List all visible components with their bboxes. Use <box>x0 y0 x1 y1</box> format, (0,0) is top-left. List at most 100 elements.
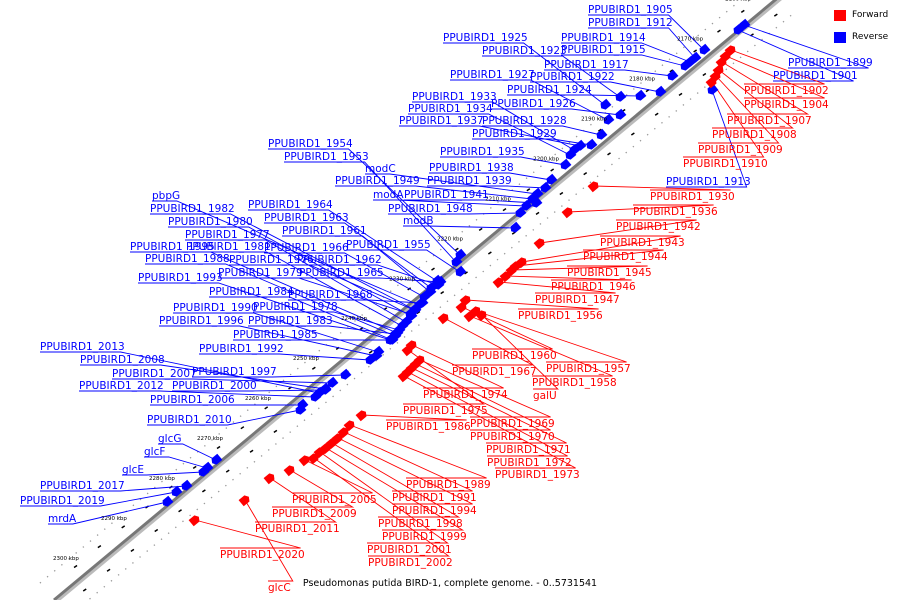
gene-label: PPUBIRD1_1980 <box>168 216 253 228</box>
leader-line <box>725 55 825 99</box>
reverse-gene-arrow <box>310 390 322 402</box>
leader-line <box>313 457 450 557</box>
leader-line <box>505 275 632 281</box>
strand-marker <box>264 406 269 410</box>
gene-label: PPUBIRD1_1936 <box>633 206 718 218</box>
gene-label: PPUBIRD1_1960 <box>472 350 557 362</box>
gene-label: PPUBIRD1_1971 <box>486 444 571 456</box>
gene-label: PPUBIRD1_2005 <box>292 494 377 506</box>
tick-label: 2300 kbp <box>53 556 79 562</box>
leader-line <box>427 185 546 189</box>
gene-label: PPUBIRD1_1954 <box>268 138 353 150</box>
forward-gene-arrow <box>298 455 310 467</box>
gene-label: PPUBIRD1_1946 <box>551 281 636 293</box>
strand-marker <box>82 588 87 592</box>
forward-gene-arrow <box>283 465 295 477</box>
gene-label: PPUBIRD1_1974 <box>423 389 508 401</box>
forward-gene-arrow <box>705 77 717 89</box>
leader-line <box>158 443 217 461</box>
gene-label: galU <box>533 390 557 402</box>
tick-label: 2240 kbp <box>341 316 367 322</box>
gene-label: PPUBIRD1_1929 <box>472 128 557 140</box>
leader-line <box>404 199 537 204</box>
leader-line <box>147 409 301 426</box>
strand-marker <box>487 251 492 255</box>
leader-line <box>465 299 599 310</box>
reverse-gene-arrow <box>425 285 437 297</box>
gene-label: PPUBIRD1_1934 <box>408 103 493 115</box>
reverse-gene-arrow <box>365 353 377 365</box>
gene-label: PPUBIRD1_1914 <box>561 32 646 44</box>
gene-label: PPUBIRD1_1910 <box>683 158 768 170</box>
leader-line <box>515 249 664 267</box>
leader-line <box>248 209 438 282</box>
leader-line <box>491 108 621 116</box>
leader-line <box>185 239 407 323</box>
strand-marker <box>440 291 445 295</box>
reverse-gene-arrow <box>596 128 608 140</box>
forward-gene-arrow <box>587 181 599 193</box>
gene-label: PPUBIRD1_1975 <box>403 405 488 417</box>
gene-label: PPUBIRD1_1913 <box>666 176 751 188</box>
gene-label: PPUBIRD1_1926 <box>491 98 576 110</box>
reverse-gene-arrow <box>575 139 587 151</box>
gene-label: PPUBIRD1_2007 <box>112 368 197 380</box>
legend-item-forward: Forward <box>834 8 894 22</box>
leader-line <box>498 281 616 294</box>
forward-gene-arrow <box>263 473 275 485</box>
tick-label: 2250 kbp <box>293 356 319 362</box>
gene-label: PPUBIRD1_1968 <box>288 289 373 301</box>
gene-label: PPUBIRD1_2011 <box>255 523 340 535</box>
leader-line <box>461 306 553 350</box>
gene-label: PPUBIRD1_1949 <box>335 175 420 187</box>
strand-marker <box>368 350 373 354</box>
leader-line <box>683 81 765 158</box>
gene-label: PPUBIRD1_2013 <box>40 341 125 353</box>
reverse-gene-arrow <box>435 275 447 287</box>
leader-line <box>297 264 439 286</box>
leader-line <box>292 459 373 494</box>
tick-label: 2230 kbp <box>389 276 415 282</box>
reverse-gene-arrow <box>171 485 183 497</box>
reverse-gene-arrow <box>340 368 352 380</box>
gene-label: PPUBIRD1_1925 <box>443 32 528 44</box>
strand-marker <box>154 528 159 533</box>
leader-line <box>365 173 538 195</box>
forward-gene-arrow <box>331 433 343 445</box>
legend-label-forward: Forward <box>852 10 889 20</box>
gene-label: glcC <box>268 582 291 594</box>
forward-gene-arrow <box>355 410 367 422</box>
gene-label: PPUBIRD1_1961 <box>282 225 367 237</box>
strand-marker <box>630 132 635 136</box>
gene-label: pbpG <box>152 190 180 202</box>
strand-marker <box>717 29 721 33</box>
reverse-gene-arrow <box>655 85 667 97</box>
leader-line <box>144 456 208 469</box>
tick-label: 2220 kbp <box>437 236 463 242</box>
leader-line <box>511 265 648 271</box>
reverse-gene-arrow <box>510 221 522 233</box>
gene-label: PPUBIRD1_1963 <box>264 212 349 224</box>
gene-label: PPUBIRD1_2006 <box>150 394 235 406</box>
tick-label: 2290 kbp <box>101 516 127 522</box>
forward-gene-arrow <box>505 265 517 277</box>
leader-line <box>192 374 346 378</box>
leader-line <box>561 42 691 63</box>
strand-marker <box>240 426 245 430</box>
reverse-gene-arrow <box>560 158 572 170</box>
leader-line <box>299 277 441 283</box>
leader-line <box>288 299 423 304</box>
strand-marker <box>478 227 483 232</box>
forward-gene-arrow <box>319 443 331 455</box>
gene-label: PPUBIRD1_1933 <box>412 91 497 103</box>
tick-label: 2280 kbp <box>149 476 175 482</box>
strand-marker <box>607 152 611 156</box>
leader-line <box>112 378 333 384</box>
gene-label: PPUBIRD1_2020 <box>220 549 305 561</box>
gene-label: PPUBIRD1_1978 <box>253 301 338 313</box>
leader-line <box>159 325 377 357</box>
gene-label: PPUBIRD1_1988 <box>145 253 230 265</box>
tick-label: 2160 kbp <box>725 0 751 3</box>
leader-line <box>411 367 567 444</box>
